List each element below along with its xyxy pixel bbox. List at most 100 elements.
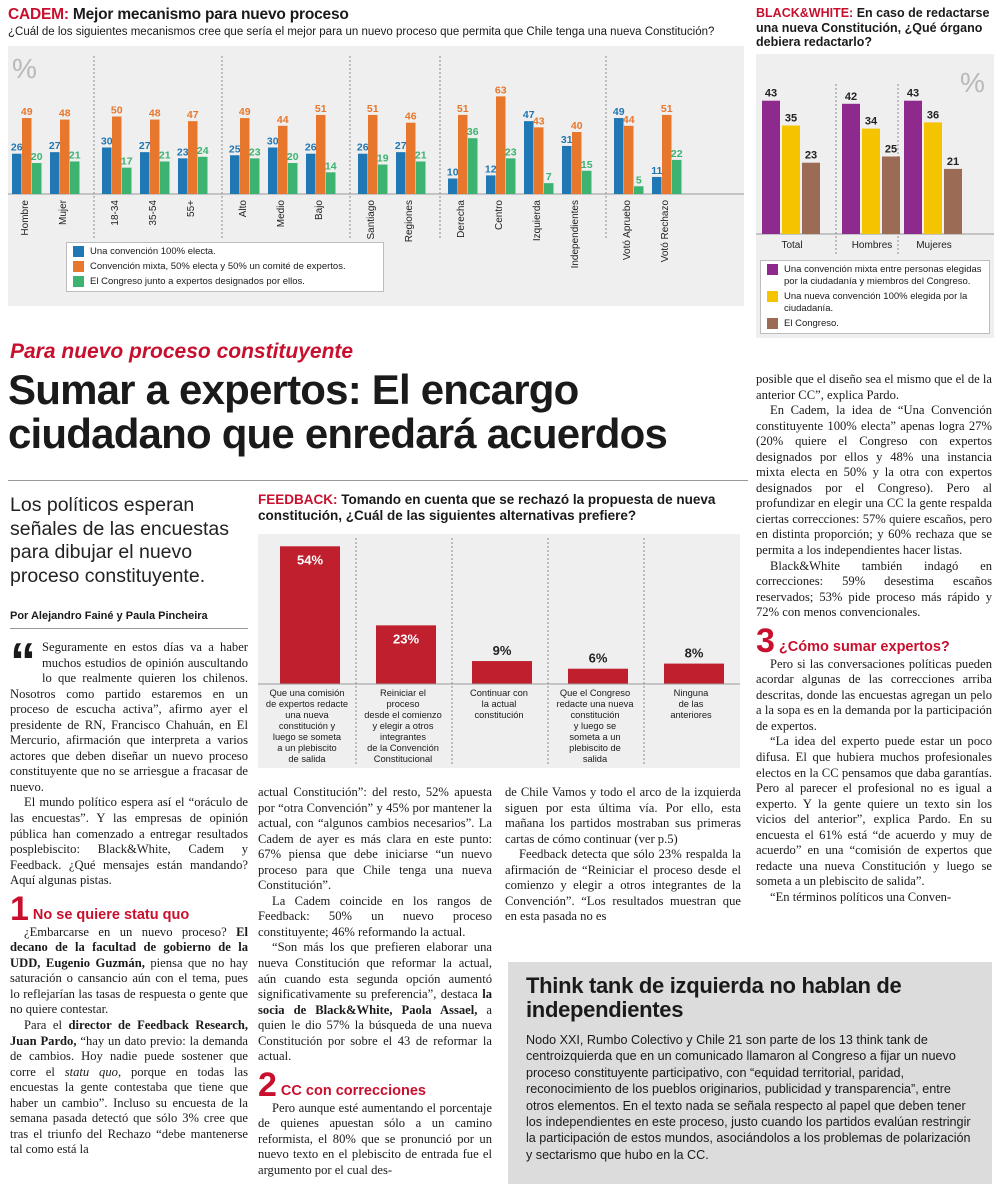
bw-legend: Una convención mixta entre personas eleg…	[760, 260, 990, 334]
category-label-line: integrantes	[380, 732, 426, 742]
bar-value-label: 17	[121, 156, 133, 168]
bold-run: El decano de la facultad de gobierno de …	[10, 924, 248, 970]
bar	[12, 153, 22, 194]
bar	[240, 118, 250, 194]
category-label-line: plebiscito de	[569, 743, 621, 753]
category-label-line: y elegir a otros	[372, 721, 434, 731]
paragraph: Feedback detecta que sólo 23% respalda l…	[505, 847, 741, 924]
text-run: a quien le dio 57% la búsqueda de una nu…	[258, 1002, 492, 1064]
category-label: Hombres	[852, 240, 893, 251]
bar	[944, 168, 962, 234]
category-label: Independientes	[570, 200, 581, 268]
category-label: Mujeres	[916, 240, 952, 251]
category-label: Ninguna de las anteriores	[646, 688, 736, 721]
subhead-text: CC con correcciones	[280, 1082, 426, 1099]
bar-value-label: 21	[415, 149, 427, 161]
bar	[448, 178, 458, 194]
category-label: Centro	[494, 200, 505, 230]
bar	[782, 125, 800, 234]
bar	[582, 170, 592, 194]
bar	[178, 158, 188, 194]
bar-value-label: 34	[865, 116, 878, 128]
bar	[140, 152, 150, 194]
bar-value-label: 27	[395, 140, 407, 152]
bar	[50, 152, 60, 194]
bar-value-label: 27	[49, 140, 61, 152]
bar-value-label: 26	[305, 142, 317, 154]
bar-value-label: 19	[377, 153, 389, 165]
bar	[22, 118, 32, 194]
percent-symbol: %	[960, 67, 985, 98]
bar	[472, 661, 532, 684]
bar	[150, 119, 160, 194]
bar	[652, 176, 662, 194]
article-kicker: Para nuevo proceso constituyente	[10, 340, 354, 363]
bar-value-label: 51	[661, 103, 673, 115]
bar-value-label: 21	[159, 149, 171, 161]
category-label: Derecha	[456, 200, 467, 238]
paragraph: En Cadem, la idea de “Una Convención con…	[756, 403, 992, 558]
bar-value-label: 50	[111, 105, 123, 117]
bw-plot-area: % 43 35 23 Total 42 34 25 Hombres 43 36 21 Mujeres U…	[756, 54, 994, 338]
subhead-number: 1	[10, 889, 29, 928]
feedback-chart-panel: FEEDBACK: Tomando en cuenta que se recha…	[258, 492, 740, 772]
text-run: ¿Embarcarse en un nuevo proceso?	[24, 924, 237, 939]
bar-value-label: 49	[613, 106, 625, 118]
category-label-line: Reiniciar el	[380, 688, 426, 698]
bar	[326, 172, 336, 194]
text-run: “Son más los que prefieren elaborar una …	[258, 940, 492, 1002]
bar	[802, 162, 820, 234]
bold-run: la socia de Black&White, Paola Assael,	[258, 987, 492, 1017]
bar	[458, 114, 468, 194]
category-label-line: constitución y	[278, 721, 336, 731]
category-label-line: a un plebiscito	[277, 743, 337, 753]
bar-value-label: 49	[239, 106, 251, 118]
bar	[358, 153, 368, 194]
paragraph: Para el director de Feedback Research, J…	[10, 1018, 248, 1158]
bar	[624, 125, 634, 194]
category-label: Santiago	[366, 200, 377, 240]
bar-value-label: 9%	[493, 643, 512, 658]
category-label-line: Ninguna	[673, 688, 709, 698]
bar-value-label: 43	[765, 88, 777, 100]
category-label-line: de las	[678, 699, 704, 709]
legend-label: El Congreso junto a expertos designados …	[90, 276, 305, 287]
category-label: Que el Congreso redacte una nueva constitu…	[550, 688, 640, 765]
subhead-text: No se quiere statu quo	[32, 906, 190, 923]
cadem-legend: Una convención 100% electa. Convención mi…	[66, 242, 384, 292]
bar-value-label: 21	[69, 149, 81, 161]
bar-value-label: 36	[467, 126, 479, 138]
bar	[368, 114, 378, 194]
bar	[280, 546, 340, 684]
paragraph: “En términos políticos una Conven-	[770, 889, 952, 904]
bar-value-label: 24	[197, 145, 209, 157]
category-label-line: desde el comienzo	[364, 710, 442, 720]
bar-value-label: 44	[623, 114, 635, 126]
dropcap-quote: “	[10, 633, 36, 691]
legend-item: Una convención mixta entre personas eleg…	[767, 264, 983, 288]
bar	[112, 116, 122, 194]
legend-label: Una nueva convención 100% elegida por la…	[784, 291, 968, 314]
bar	[924, 122, 942, 234]
bar	[468, 138, 478, 194]
category-label: Mujer	[58, 199, 69, 225]
bar-value-label: 43	[533, 115, 545, 127]
bar-value-label: 7	[546, 171, 552, 183]
feedback-title-text: Tomando en cuenta que se rechazó la prop…	[258, 492, 716, 523]
bar-value-label: 30	[267, 136, 279, 148]
thinktank-headline: Think tank de izquierda no hablan de ind…	[526, 973, 902, 1022]
legend-swatch	[73, 276, 84, 287]
category-label-line: Constitucional	[373, 754, 433, 764]
bar-value-label: 49	[21, 106, 33, 118]
bar-value-label: 23%	[393, 631, 419, 646]
legend-item: Una convención 100% electa.	[73, 246, 377, 258]
bar-value-label: 20	[287, 151, 299, 163]
category-label-line: redacte una nueva	[556, 699, 634, 709]
article-column-2: actual Constitución”: del resto, 52% apu…	[258, 785, 492, 1179]
article-headline: Sumar a expertos: El encargo ciudadano q…	[8, 366, 668, 457]
legend-label: Una convención mixta entre personas eleg…	[784, 264, 982, 287]
paragraph: Pero aunque esté aumentando el porcentaj…	[258, 1100, 492, 1178]
legend-swatch	[73, 246, 84, 257]
bar-value-label: 15	[581, 159, 593, 171]
article-lede: Los políticos esperan señales de las enc…	[10, 494, 229, 587]
